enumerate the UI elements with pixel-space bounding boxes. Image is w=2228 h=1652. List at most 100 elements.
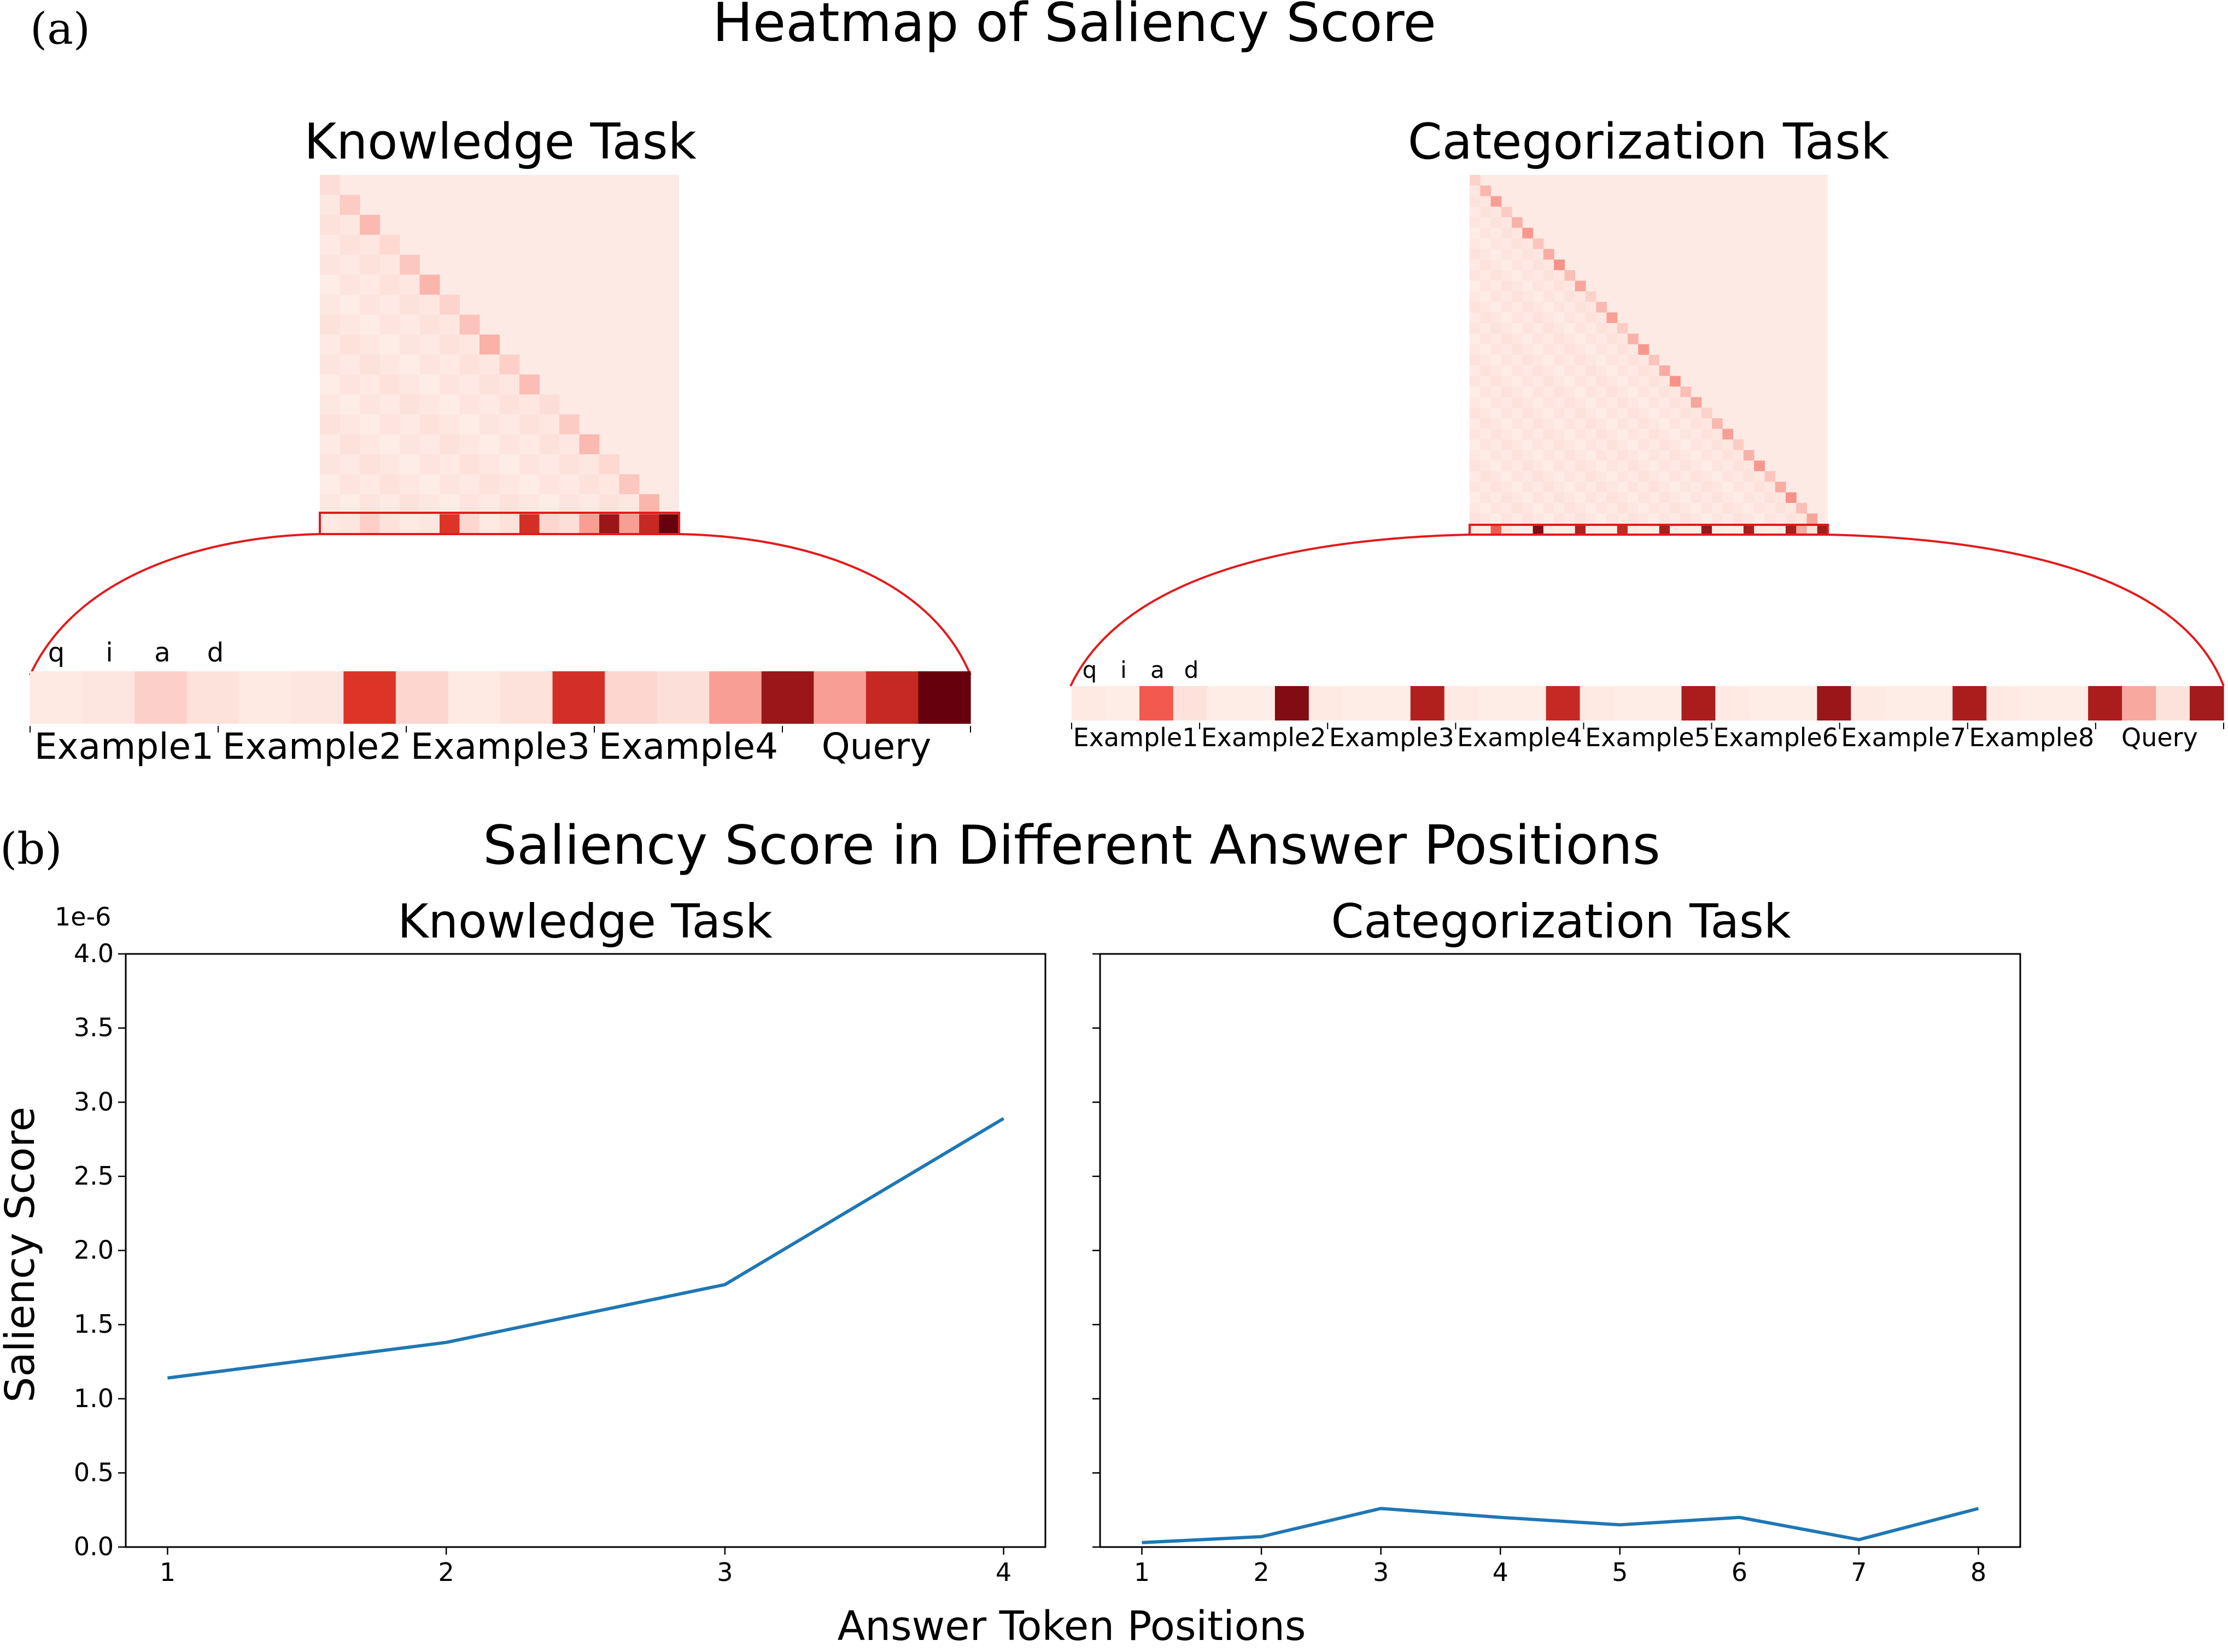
x-axis-label: Answer Token Positions xyxy=(838,1603,1306,1650)
matrix-cell xyxy=(559,494,580,514)
matrix-cell xyxy=(340,295,360,315)
matrix-cell xyxy=(1533,238,1544,249)
matrix-cell xyxy=(1585,429,1597,440)
matrix-cell xyxy=(1522,259,1534,271)
matrix-cell xyxy=(1585,460,1597,472)
matrix-cell xyxy=(1575,429,1586,440)
categorization-saliency-strip xyxy=(1072,686,2224,720)
token-letter: q xyxy=(48,637,65,668)
matrix-cell xyxy=(1512,333,1523,345)
strip-cell xyxy=(1376,686,1411,720)
matrix-cell xyxy=(1470,418,1481,429)
matrix-cell xyxy=(1796,513,1807,525)
matrix-cell xyxy=(1627,418,1639,429)
matrix-cell xyxy=(340,314,360,335)
matrix-cell xyxy=(1764,482,1776,493)
matrix-cell xyxy=(1501,280,1512,292)
matrix-cell xyxy=(579,434,600,455)
matrix-last-row-cell xyxy=(1533,524,1544,535)
matrix-cell xyxy=(400,335,420,355)
matrix-cell xyxy=(519,374,540,395)
matrix-cell xyxy=(499,494,520,514)
matrix-cell xyxy=(1543,386,1554,397)
matrix-cell xyxy=(1743,460,1755,472)
strip-cell xyxy=(343,671,396,724)
matrix-cell xyxy=(1627,429,1639,440)
y-tick-label: 0.0 xyxy=(74,1532,114,1561)
strip-cell xyxy=(1613,686,1648,720)
matrix-last-row-cell xyxy=(1785,524,1797,535)
matrix-cell xyxy=(1680,513,1692,525)
matrix-cell xyxy=(459,434,480,455)
matrix-cell xyxy=(1480,386,1492,397)
matrix-cell xyxy=(1606,418,1618,429)
matrix-cell xyxy=(419,474,440,495)
matrix-cell xyxy=(1585,291,1597,302)
matrix-last-row-cell xyxy=(440,514,460,535)
matrix-cell xyxy=(1501,259,1512,271)
matrix-cell xyxy=(340,414,360,435)
matrix-cell xyxy=(1585,471,1597,482)
matrix-cell xyxy=(1680,492,1692,503)
matrix-cell xyxy=(1670,376,1681,387)
matrix-cell xyxy=(1585,312,1597,324)
matrix-cell xyxy=(1585,418,1597,429)
matrix-cell xyxy=(1659,439,1670,450)
x-tick-label: 4 xyxy=(1493,1557,1508,1587)
matrix-cell xyxy=(1554,323,1565,334)
matrix-cell xyxy=(1512,407,1523,419)
matrix-cell xyxy=(400,454,420,474)
matrix-cell xyxy=(1575,407,1586,419)
matrix-cell xyxy=(1648,376,1660,387)
matrix-cell xyxy=(1648,439,1660,450)
matrix-cell xyxy=(1606,355,1618,366)
matrix-cell xyxy=(1648,513,1660,525)
matrix-cell xyxy=(1470,217,1481,229)
matrix-cell xyxy=(599,454,619,474)
matrix-cell xyxy=(1596,344,1607,355)
matrix-cell xyxy=(1554,460,1565,472)
matrix-cell xyxy=(1691,513,1702,525)
matrix-cell xyxy=(1470,365,1481,377)
matrix-cell xyxy=(1775,502,1786,514)
matrix-cell xyxy=(1701,429,1712,440)
matrix-cell xyxy=(1543,355,1554,366)
matrix-cell xyxy=(1564,513,1576,525)
strip-cell xyxy=(1410,686,1445,720)
matrix-cell xyxy=(1490,344,1502,355)
matrix-cell xyxy=(1512,502,1523,514)
matrix-cell xyxy=(1638,492,1649,503)
matrix-cell xyxy=(1522,238,1534,249)
matrix-cell xyxy=(1638,460,1649,472)
matrix-cell xyxy=(479,414,500,435)
strip-cell xyxy=(1580,686,1615,720)
matrix-cell xyxy=(1480,217,1492,229)
matrix-cell xyxy=(340,434,360,455)
matrix-cell xyxy=(639,494,659,514)
matrix-cell xyxy=(1480,196,1492,207)
matrix-last-row-cell xyxy=(1764,524,1776,535)
matrix-cell xyxy=(1606,502,1618,514)
matrix-cell xyxy=(1522,502,1534,514)
matrix-cell xyxy=(1701,513,1712,525)
matrix-cell xyxy=(1606,376,1618,387)
matrix-cell xyxy=(1606,333,1618,345)
matrix-cell xyxy=(1680,429,1692,440)
matrix-cell xyxy=(360,235,380,255)
categorization-heatmap-title: Categorization Task xyxy=(1408,113,1890,171)
matrix-cell xyxy=(1543,439,1554,450)
matrix-cell xyxy=(1606,323,1618,334)
matrix-cell xyxy=(1754,502,1765,514)
matrix-cell xyxy=(1585,386,1597,397)
matrix-cell xyxy=(539,394,560,415)
matrix-cell xyxy=(1480,407,1492,419)
matrix-cell xyxy=(519,494,540,514)
matrix-cell xyxy=(1564,344,1576,355)
matrix-cell xyxy=(1617,344,1628,355)
matrix-cell xyxy=(1627,365,1639,377)
matrix-cell xyxy=(459,394,480,415)
matrix-cell xyxy=(1470,460,1481,472)
matrix-cell xyxy=(1490,460,1502,472)
matrix-cell xyxy=(1617,513,1628,525)
